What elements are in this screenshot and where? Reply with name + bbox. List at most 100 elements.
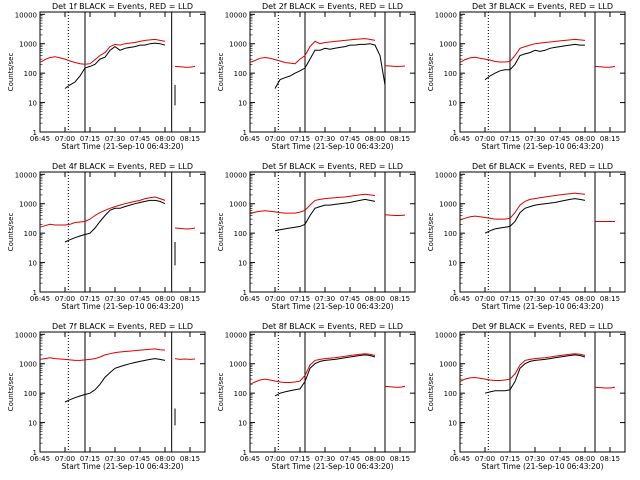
panel-4-ytick-label: 1000 [19, 201, 37, 209]
panel-5-xtick-label: 07:30 [315, 295, 335, 303]
panel-1-ytick-label: 1 [33, 129, 37, 137]
panel-3-ytick-label: 1 [453, 129, 457, 137]
panel-2-series-lld [249, 38, 376, 65]
panel-1-xtick-label: 07:30 [105, 135, 125, 143]
panel-3-ytick-label: 10 [448, 100, 457, 108]
panel-9-xtick-label: 06:45 [450, 455, 470, 463]
panel-6-ytick-label: 1000 [439, 201, 457, 209]
panel-4-series-events [64, 199, 166, 243]
panel-6-xtick-label: 08:00 [575, 295, 595, 303]
panel-9-xtick-label: 08:00 [575, 455, 595, 463]
panel-7-title: Det 7f BLACK = Events, RED = LLD [52, 322, 193, 331]
panel-1-xlabel: Start Time (21-Sep-10 06:43:20) [62, 142, 184, 151]
panel-8-series-lld [249, 353, 376, 385]
panel-7-series-lld [174, 358, 196, 360]
panel-2-ytick-label: 1000 [229, 41, 247, 49]
panel-6-ytick-label: 1 [453, 289, 457, 297]
panel-9-axes-frame [459, 331, 626, 453]
panel-9-xtick-label: 08:15 [600, 455, 620, 463]
panel-9-xlabel: Start Time (21-Sep-10 06:43:20) [482, 462, 604, 471]
panel-8-xtick-label: 08:15 [390, 455, 410, 463]
panel-9-series-events [484, 354, 586, 394]
panel-5-axes-frame [249, 171, 416, 293]
panel-7-ytick-label: 10000 [15, 331, 37, 339]
panel-8-ytick-label: 10 [238, 420, 247, 428]
panel-2-xtick-label: 08:00 [365, 135, 385, 143]
panel-2-title: Det 2f BLACK = Events, RED = LLD [262, 2, 403, 11]
panel-6-title: Det 6f BLACK = Events, RED = LLD [472, 162, 613, 171]
panel-2-xlabel: Start Time (21-Sep-10 06:43:20) [272, 142, 394, 151]
panel-8-ytick-label: 100 [234, 390, 247, 398]
panel-1-ytick-label: 10000 [15, 11, 37, 19]
panel-2-series-events [274, 43, 386, 89]
panel-5-series-lld [249, 193, 376, 215]
panel-3-xtick-label: 08:15 [600, 135, 620, 143]
panel-7-ytick-label: 1000 [19, 361, 37, 369]
panel-2-ytick-label: 10000 [225, 11, 247, 19]
panel-2-axes-frame [249, 11, 416, 133]
panel-8-series-events [274, 354, 376, 397]
panel-6-xtick-label: 07:30 [525, 295, 545, 303]
panel-7-xtick-label: 08:00 [155, 455, 175, 463]
panel-5-ytick-label: 1 [243, 289, 247, 297]
panel-4-xtick-label: 08:00 [155, 295, 175, 303]
panel-3-series-lld [594, 65, 616, 68]
panel-3-ytick-label: 100 [444, 70, 457, 78]
panel-4-ytick-label: 10000 [15, 171, 37, 179]
panel-4-xtick-label: 07:45 [130, 295, 150, 303]
panel-5-xtick-label: 08:00 [365, 295, 385, 303]
panel-1-xtick-label: 08:15 [180, 135, 200, 143]
panel-4-series-lld [174, 227, 196, 230]
panel-6-series-lld [459, 192, 586, 221]
panel-7-xtick-label: 07:45 [130, 455, 150, 463]
panel-6-xlabel: Start Time (21-Sep-10 06:43:20) [482, 302, 604, 311]
panel-8-xtick-label: 07:45 [340, 455, 360, 463]
panel-5-ylabel: Counts/sec [217, 213, 225, 252]
panel-2-xtick-label: 07:15 [290, 135, 310, 143]
panel-9-series-lld [459, 353, 586, 382]
panel-4-axes-frame [39, 171, 206, 293]
panel-3-series-events [484, 43, 585, 81]
panel-6-xtick-label: 07:00 [475, 295, 495, 303]
panel-4-xtick-label: 06:45 [30, 295, 50, 303]
panel-4-ytick-label: 1 [33, 289, 37, 297]
panel-6-xtick-label: 07:15 [500, 295, 520, 303]
panel-3-ylabel: Counts/sec [427, 53, 435, 92]
panel-2-series-lld [384, 65, 406, 67]
panel-4-ytick-label: 100 [24, 230, 37, 238]
panel-4-xtick-label: 07:30 [105, 295, 125, 303]
panel-9-ytick-label: 10 [448, 420, 457, 428]
panel-8-xtick-label: 06:45 [240, 455, 260, 463]
panel-1-xtick-label: 08:00 [155, 135, 175, 143]
panel-4-ytick-label: 10 [28, 260, 37, 268]
panel-2-ytick-label: 10 [238, 100, 247, 108]
panel-1-ytick-label: 1000 [19, 41, 37, 49]
panel-8-ylabel: Counts/sec [217, 373, 225, 412]
panel-8-ytick-label: 1 [243, 449, 247, 457]
panel-9-ytick-label: 100 [444, 390, 457, 398]
panel-4-xtick-label: 07:15 [80, 295, 100, 303]
panel-9-title: Det 9f BLACK = Events, RED = LLD [472, 322, 613, 331]
panel-8-title: Det 8f BLACK = Events, RED = LLD [262, 322, 403, 331]
panel-7-ytick-label: 10 [28, 420, 37, 428]
panel-1-ytick-label: 10 [28, 100, 37, 108]
panel-2-ytick-label: 100 [234, 70, 247, 78]
panel-6-ylabel: Counts/sec [427, 213, 435, 252]
panel-9-xtick-label: 07:30 [525, 455, 545, 463]
panel-3-xtick-label: 07:15 [500, 135, 520, 143]
panel-7-series-events [64, 358, 166, 403]
panel-7-ytick-label: 100 [24, 390, 37, 398]
panel-3-title: Det 3f BLACK = Events, RED = LLD [472, 2, 613, 11]
panel-9-ytick-label: 1 [453, 449, 457, 457]
panel-1-axes-frame [39, 11, 206, 133]
panel-5-series-events [274, 198, 376, 232]
panel-5-ytick-label: 1000 [229, 201, 247, 209]
panel-4-title: Det 4f BLACK = Events, RED = LLD [52, 162, 193, 171]
panel-6-ytick-label: 10 [448, 260, 457, 268]
panel-7-xtick-label: 07:15 [80, 455, 100, 463]
panel-1-title: Det 1f BLACK = Events, RED = LLD [52, 2, 193, 11]
panel-3-ytick-label: 1000 [439, 41, 457, 49]
panel-5-title: Det 5f BLACK = Events, RED = LLD [262, 162, 403, 171]
